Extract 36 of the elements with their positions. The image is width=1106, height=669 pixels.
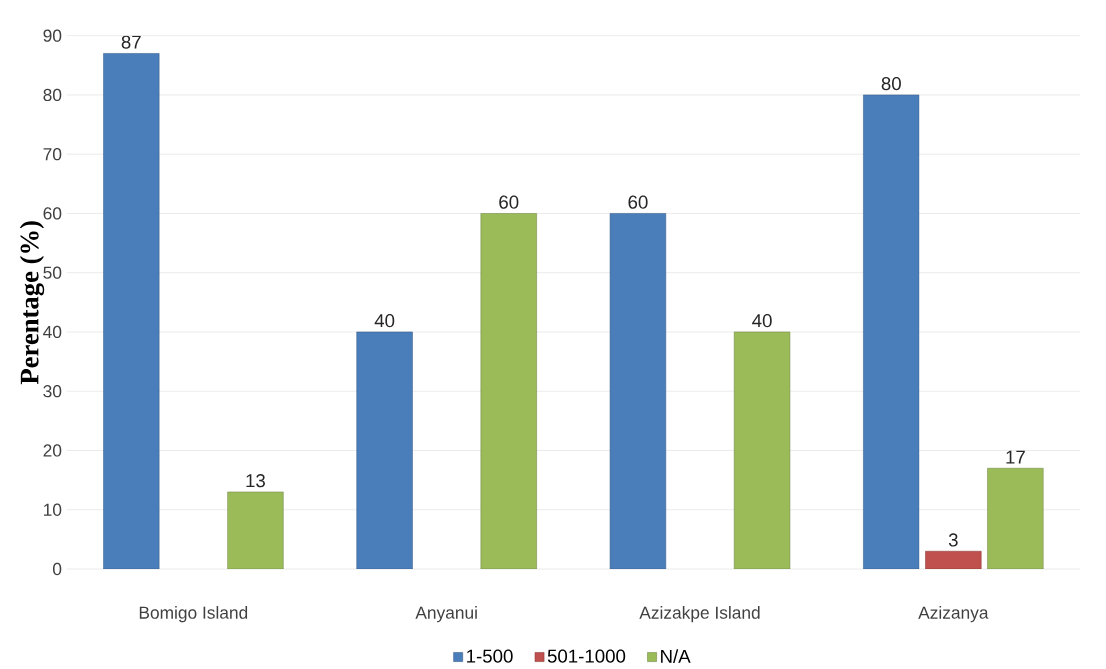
legend-label: N/A xyxy=(661,649,691,663)
bar xyxy=(356,331,413,569)
bar xyxy=(480,213,537,569)
y-tick-label: 10 xyxy=(44,503,62,516)
y-tick-label: 0 xyxy=(52,562,62,576)
data-label: 40 xyxy=(374,314,395,328)
y-tick-label: 80 xyxy=(43,88,62,102)
bar xyxy=(863,94,920,569)
y-tick-label: 30 xyxy=(43,385,62,398)
x-tick-label: Azizakpe Island xyxy=(639,606,760,623)
bar xyxy=(925,550,982,569)
y-tick-label: 70 xyxy=(43,148,62,161)
y-axis-title: Perentage (%) xyxy=(19,221,45,385)
bar xyxy=(987,467,1044,569)
y-tick-label: 60 xyxy=(43,207,62,220)
bar xyxy=(103,53,160,569)
bar xyxy=(609,213,667,569)
y-tick-label: 50 xyxy=(43,266,62,279)
data-label: 60 xyxy=(499,195,519,209)
data-label: 17 xyxy=(1006,450,1025,464)
bar xyxy=(733,331,791,569)
x-tick-label: Anyanui xyxy=(415,606,477,623)
data-label: 40 xyxy=(752,314,772,328)
data-label: 3 xyxy=(948,533,958,547)
bar xyxy=(227,491,284,569)
data-label: 80 xyxy=(881,76,901,91)
x-tick-label: Azizanya xyxy=(918,606,989,623)
y-tick-label: 20 xyxy=(43,444,62,457)
data-label: 13 xyxy=(246,474,265,488)
legend-label: 501-1000 xyxy=(547,649,626,663)
data-label: 60 xyxy=(628,195,648,209)
legend-label: 1-500 xyxy=(467,649,513,663)
x-tick-label: Bomigo Island xyxy=(139,606,248,623)
y-tick-label: 40 xyxy=(43,325,62,339)
data-label: 87 xyxy=(121,35,141,49)
y-tick-label: 90 xyxy=(43,29,62,42)
